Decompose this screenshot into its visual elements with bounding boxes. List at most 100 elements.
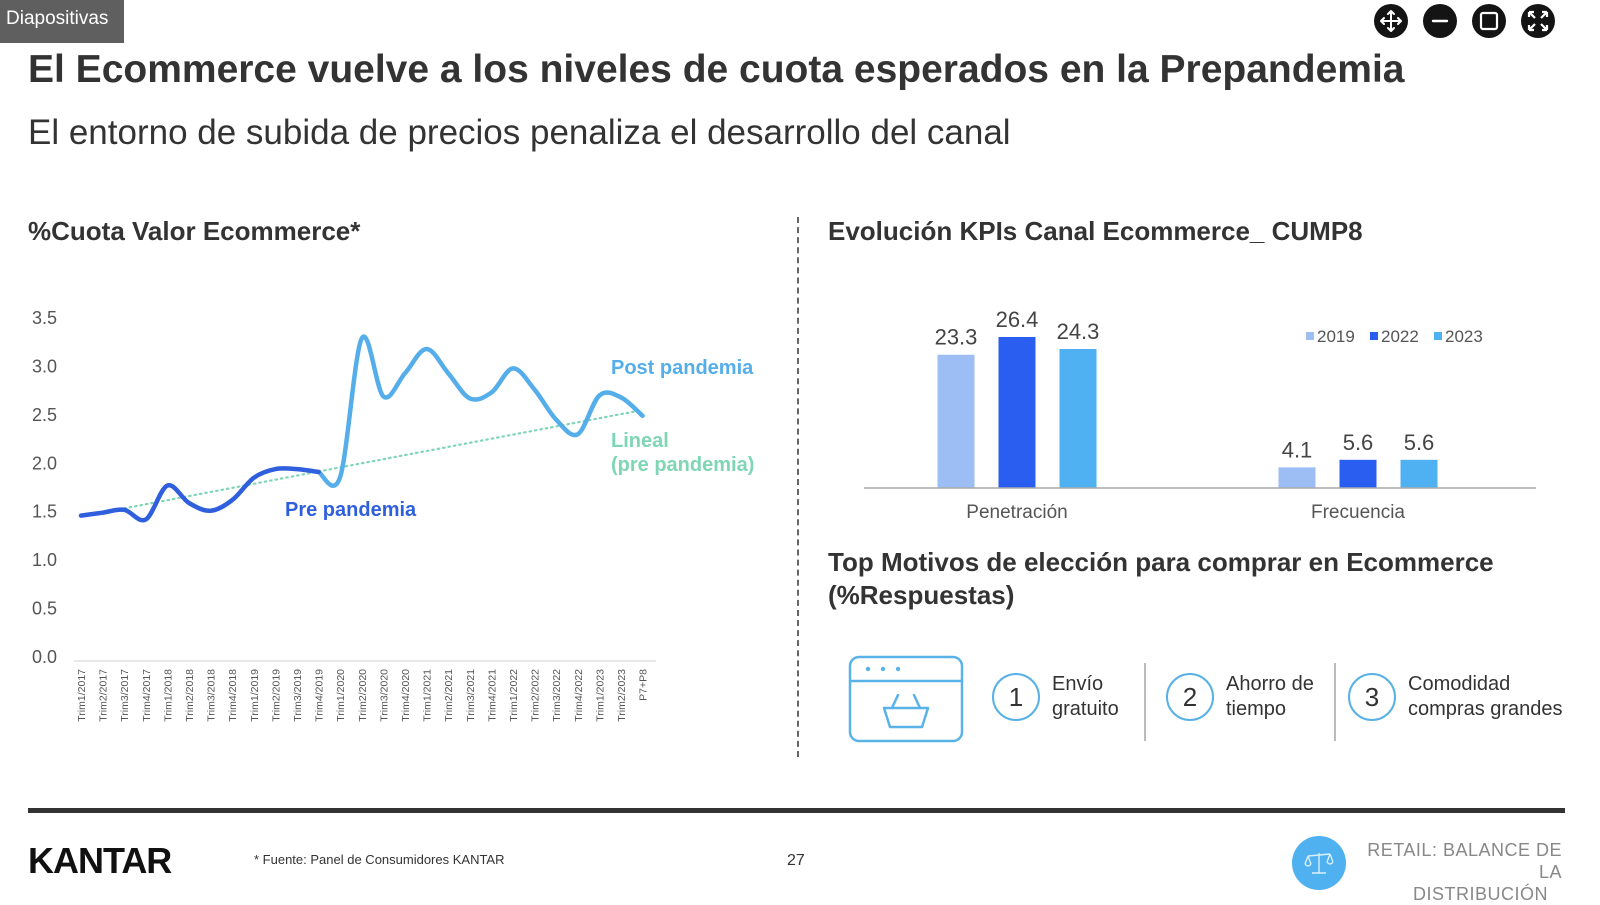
slide-title: El Ecommerce vuelve a los niveles de cuo… [28, 48, 1405, 91]
post-pandemia-point [641, 414, 645, 418]
section-divider [797, 217, 799, 757]
x-tick-label: Trim1/2019 [249, 669, 261, 722]
bar-legend: 2019 2022 2023 [1306, 327, 1483, 346]
bar-value-label: 5.6 [1343, 430, 1374, 455]
line-chart-title: %Cuota Valor Ecommerce* [28, 216, 361, 246]
bar-penetración-2019 [937, 354, 975, 488]
x-tick-label: Trim4/2021 [486, 669, 498, 722]
post-pandemia-point [619, 395, 623, 399]
pre-pandemia-line [78, 466, 321, 523]
y-tick-label: 2.5 [32, 405, 57, 425]
x-tick-label: Trim1/2021 [422, 669, 434, 722]
retail-title-line1: RETAIL: BALANCE DE LA [1367, 840, 1562, 882]
bar-frecuencia-2023 [1400, 459, 1438, 488]
post-pandemia-line [316, 334, 645, 488]
minimize-button[interactable] [1423, 4, 1457, 38]
motivo-separator [1334, 663, 1336, 741]
x-tick-label: P7+P8 [638, 669, 650, 701]
motivos-title: Top Motivos de elección para comprar en … [828, 547, 1494, 610]
legend-label-2022: 2022 [1381, 327, 1419, 346]
lineal-trend-line [79, 408, 644, 518]
x-tick-label: Trim4/2019 [314, 669, 326, 722]
kpi-bar-chart: 2019 2022 2023 23.3 26.4 24.3 4.1 5.6 5.6 Penet… [864, 307, 1536, 523]
y-tick-label: 3.0 [32, 356, 57, 376]
bar-value-label: 24.3 [1057, 319, 1100, 344]
pre-pandemia-point [187, 501, 191, 505]
legend-label-2023: 2023 [1445, 327, 1483, 346]
pre-pandemia-point [252, 476, 256, 480]
bar-value-label: 4.1 [1282, 437, 1313, 462]
lineal-label: Lineal [611, 430, 669, 452]
post-pandemia-point [576, 432, 580, 436]
x-tick-label: Trim4/2020 [400, 669, 412, 722]
bar-penetración-2022 [998, 337, 1036, 488]
minimize-icon [1431, 19, 1449, 23]
y-tick-label: 0.5 [32, 599, 57, 619]
legend-label-2019: 2019 [1317, 327, 1355, 346]
x-tick-label: Trim3/2018 [206, 669, 218, 722]
pre-pandemia-point [295, 467, 299, 471]
scale-icon [1304, 853, 1334, 874]
x-tick-label: Trim2/2022 [530, 669, 542, 722]
post-pandemia-point [489, 391, 493, 395]
post-pandemia-label: Post pandemia [611, 357, 754, 379]
x-tick-label: Trim4/2022 [573, 669, 585, 722]
x-tick-label: Trim4/2017 [141, 669, 153, 722]
post-pandemia-point [381, 394, 385, 398]
y-tick-label: 3.5 [32, 308, 57, 328]
x-tick-label: Trim2/2023 [616, 669, 628, 722]
post-pandemia-point [554, 418, 558, 422]
legend-swatch-2023 [1434, 332, 1442, 340]
post-pandemia-point [425, 347, 429, 351]
x-tick-label: Trim3/2022 [551, 669, 563, 722]
bar-frecuencia-2019 [1278, 467, 1316, 488]
pre-pandemia-point [165, 484, 169, 488]
move-icon [1380, 10, 1402, 32]
pre-pandemia-point [230, 498, 234, 502]
motivo-item-3: 3 Comodidad compras grandes [1348, 672, 1563, 722]
motivo-item-1: 1 Envío gratuito [992, 672, 1119, 722]
x-tick-label: Trim2/2020 [357, 669, 369, 722]
x-tick-label: Trim3/2020 [378, 669, 390, 722]
x-tick-label: Trim1/2022 [508, 669, 520, 722]
lineal-sublabel: (pre pandemia) [611, 454, 754, 476]
motivo-text: Comodidad [1408, 673, 1511, 695]
x-tick-label: Trim4/2018 [227, 669, 239, 722]
motivo-text: Envío [1052, 673, 1104, 695]
slides-tab[interactable]: Diapositivas [0, 0, 124, 43]
x-tick-label: Trim2/2019 [270, 669, 282, 722]
motivo-number: 3 [1348, 673, 1396, 721]
motivo-text: Ahorro de [1226, 673, 1314, 695]
pre-pandemia-point [209, 509, 213, 513]
post-pandemia-point [403, 371, 407, 375]
footer-rule [28, 808, 1565, 813]
x-tick-label: Trim2/2018 [184, 669, 196, 722]
kantar-logo: KANTAR [28, 840, 172, 881]
post-pandemia-point [511, 366, 515, 370]
x-tick-label: Trim1/2018 [162, 669, 174, 722]
x-tick-label: Trim3/2017 [119, 669, 131, 722]
maximize-button[interactable] [1472, 4, 1506, 38]
motivo-text: tiempo [1226, 698, 1287, 720]
bar-value-label: 23.3 [935, 325, 978, 350]
pre-pandemia-point [101, 511, 105, 515]
post-pandemia-point [317, 470, 321, 474]
motivo-text: compras grandes [1408, 698, 1563, 720]
motivo-number: 1 [992, 673, 1040, 721]
x-tick-label: Trim1/2020 [335, 669, 347, 722]
move-button[interactable] [1374, 4, 1408, 38]
bar-value-label: 26.4 [996, 307, 1039, 332]
bar-category-label: Frecuencia [1311, 502, 1405, 523]
pre-pandemia-point [122, 508, 126, 512]
bar-penetración-2023 [1059, 349, 1097, 488]
maximize-icon [1479, 11, 1499, 31]
motivo-item-2: 2 Ahorro de tiempo [1166, 672, 1314, 722]
source-note: * Fuente: Panel de Consumidores KANTAR [254, 852, 505, 867]
pre-pandemia-point [144, 517, 148, 521]
y-tick-label: 1.0 [32, 550, 57, 570]
post-pandemia-point [446, 371, 450, 375]
kpi-chart-title: Evolución KPIs Canal Ecommerce_ CUMP8 [828, 216, 1363, 246]
pre-pandemia-point [273, 467, 277, 471]
fullscreen-button[interactable] [1521, 4, 1555, 38]
x-tick-label: Trim2/2017 [98, 669, 110, 722]
